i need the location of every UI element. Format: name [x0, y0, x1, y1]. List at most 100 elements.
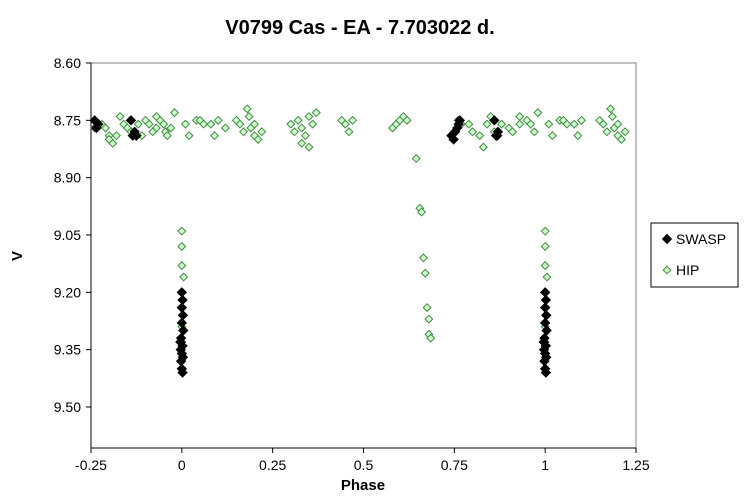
hip-point: [515, 119, 525, 129]
hip-point: [402, 115, 412, 125]
hip-point: [104, 134, 114, 144]
hip-point: [542, 272, 552, 282]
hip-point: [426, 333, 436, 343]
swasp-point: [454, 115, 465, 126]
hip-point: [418, 253, 428, 263]
hip-point: [344, 127, 354, 137]
swasp-point: [541, 325, 552, 336]
hip-point: [151, 112, 161, 122]
hip-point: [308, 119, 318, 129]
hip-point: [533, 108, 543, 118]
y-axis-ticks: 8.60 8.75 8.90 9.05 9.20 9.35 9.50: [54, 55, 91, 415]
hip-point: [507, 127, 517, 137]
hip-point: [547, 131, 557, 141]
hip-point: [300, 131, 310, 141]
x-tick-label: 0: [178, 457, 186, 473]
hip-point: [235, 119, 245, 129]
hip-point: [220, 123, 230, 133]
hip-point: [184, 131, 194, 141]
hip-point: [286, 119, 296, 129]
hip-point: [340, 119, 350, 129]
hip-point: [179, 272, 189, 282]
x-tick-label: 0.75: [441, 457, 468, 473]
swasp-point: [540, 367, 552, 378]
hip-point: [177, 241, 187, 251]
hip-point: [162, 131, 172, 141]
y-tick-label: 8.75: [54, 112, 81, 128]
data-points: [89, 104, 630, 378]
hip-point: [101, 123, 111, 133]
hip-point: [482, 119, 492, 129]
swasp-point: [489, 115, 500, 126]
hip-point: [293, 115, 303, 125]
hip-point: [424, 314, 434, 324]
hip-point: [606, 104, 616, 114]
hip-point: [475, 131, 485, 141]
hip-point: [576, 115, 587, 125]
hip-point: [540, 226, 550, 236]
x-axis-label: Phase: [341, 477, 385, 494]
hip-point: [304, 112, 314, 122]
hip-point: [529, 127, 539, 137]
hip-point: [464, 119, 474, 129]
y-tick-label: 9.50: [54, 399, 81, 415]
hip-point: [311, 108, 321, 118]
hip-point: [177, 261, 187, 271]
legend-swasp-marker: [661, 233, 673, 245]
swasp-point: [177, 367, 188, 378]
swasp-point: [491, 130, 503, 141]
hip-point: [133, 119, 143, 129]
hip-point: [620, 127, 630, 137]
legend-label: HIP: [676, 262, 699, 278]
y-axis-label: V: [9, 251, 26, 261]
hip-point: [239, 127, 249, 137]
hip-point: [540, 241, 550, 251]
hip-point: [497, 119, 507, 129]
hip-point: [249, 119, 260, 129]
hip-point: [257, 127, 267, 137]
hip-point: [515, 112, 525, 122]
legend-hip-marker: [662, 265, 672, 275]
hip-point: [598, 119, 608, 129]
hip-point: [289, 127, 299, 137]
swasp-point: [125, 115, 137, 126]
hip-point: [607, 112, 617, 122]
y-tick-label: 9.05: [54, 227, 81, 243]
hip-point: [297, 123, 307, 133]
hip-point: [422, 303, 432, 313]
hip-point: [244, 112, 254, 122]
hip-point: [159, 119, 169, 129]
plot-area: [90, 62, 637, 449]
chart-title: V0799 Cas - EA - 7.703022 d.: [225, 17, 494, 39]
hip-point: [411, 154, 421, 164]
hip-point: [170, 108, 180, 118]
legend-label: SWASP: [676, 231, 726, 247]
hip-point: [151, 123, 161, 133]
x-tick-label: 0.25: [259, 457, 286, 473]
hip-point: [242, 104, 252, 114]
x-tick-label: -0.25: [75, 457, 107, 473]
y-tick-label: 8.90: [54, 170, 81, 186]
hip-point: [562, 119, 572, 129]
x-axis-ticks: -0.25 0 0.25 0.5 0.75 1 1.25: [75, 448, 650, 473]
hip-point: [253, 134, 263, 144]
hip-point: [199, 119, 209, 129]
hip-point: [420, 268, 430, 278]
x-tick-label: 0.5: [354, 457, 374, 473]
hip-point: [297, 138, 307, 148]
hip-point: [602, 127, 612, 137]
hip-point: [573, 131, 583, 141]
y-tick-label: 8.60: [54, 55, 81, 71]
x-tick-label: 1: [541, 457, 549, 473]
legend-box: [650, 222, 739, 288]
swasp-point: [131, 130, 142, 141]
hip-point: [417, 207, 427, 217]
hip-point: [111, 131, 121, 141]
hip-point: [348, 115, 358, 125]
hip-point: [144, 119, 154, 129]
hip-point: [210, 131, 220, 141]
hip-point: [115, 112, 125, 122]
hip-point: [569, 119, 579, 129]
hip-point: [467, 127, 478, 137]
